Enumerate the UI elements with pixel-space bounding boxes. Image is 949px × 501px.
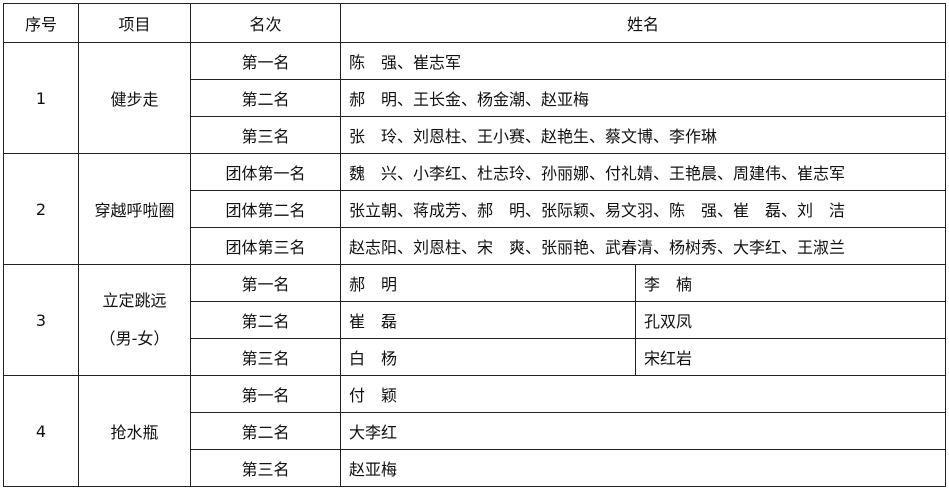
male-name: 白 杨 xyxy=(340,338,636,376)
names: 付 颖 xyxy=(340,375,946,413)
header-names: 姓名 xyxy=(340,3,946,43)
rank: 第二名 xyxy=(190,301,341,339)
event-name: 健步走 xyxy=(78,42,191,154)
event-name: 穿越呼啦圈 xyxy=(78,153,191,265)
male-name: 崔 磊 xyxy=(340,301,636,339)
header-row: 序号 项目 名次 姓名 xyxy=(3,3,946,43)
table-row: 第三名 张 玲、刘恩柱、王小赛、赵艳生、蔡文博、李作琳 xyxy=(4,116,946,154)
rank: 第一名 xyxy=(190,375,341,413)
table-row: 第二名 崔 磊 孔双凤 xyxy=(4,301,946,339)
rank: 第三名 xyxy=(190,116,341,154)
names: 张 玲、刘恩柱、王小赛、赵艳生、蔡文博、李作琳 xyxy=(340,116,946,154)
rank: 团体第二名 xyxy=(190,190,341,228)
event-name-line2: （男-女） xyxy=(99,329,170,348)
table-row: 3 立定跳远 （男-女） 第一名 郝 明 李 楠 xyxy=(3,264,946,376)
names: 张立朝、蒋成芳、郝 明、张际颖、易文羽、陈 强、崔 磊、刘 洁 xyxy=(340,190,946,228)
event-name: 立定跳远 （男-女） xyxy=(78,264,191,376)
table-row: 第三名 白 杨 宋红岩 xyxy=(4,338,946,376)
results-table: 序号 项目 名次 姓名 1 健步走 第一名 陈 强、崔志军 第二名 郝 明、王长… xyxy=(3,3,946,487)
event-no: 1 xyxy=(3,42,79,154)
names: 赵志阳、刘恩柱、宋 爽、张丽艳、武春清、杨树秀、大李红、王淑兰 xyxy=(340,227,946,265)
table-row: 第二名 郝 明、王长金、杨金潮、赵亚梅 xyxy=(4,79,946,117)
table-row: 1 健步走 第一名 陈 强、崔志军 xyxy=(3,42,946,154)
male-name: 郝 明 xyxy=(340,264,636,302)
table-row: 团体第二名 张立朝、蒋成芳、郝 明、张际颖、易文羽、陈 强、崔 磊、刘 洁 xyxy=(4,190,946,228)
rank: 第三名 xyxy=(190,338,341,376)
header-rank: 名次 xyxy=(190,3,341,43)
names: 赵亚梅 xyxy=(340,449,946,487)
female-name: 李 楠 xyxy=(635,264,946,302)
table-row: 2 穿越呼啦圈 团体第一名 魏 兴、小李红、杜志玲、孙丽娜、付礼婧、王艳晨、周建… xyxy=(3,153,946,265)
female-name: 宋红岩 xyxy=(635,338,946,376)
rank: 团体第三名 xyxy=(190,227,341,265)
female-name: 孔双凤 xyxy=(635,301,946,339)
names: 大李红 xyxy=(340,412,946,450)
rank: 第一名 xyxy=(190,264,341,302)
event-no: 3 xyxy=(3,264,79,376)
event-no: 4 xyxy=(3,375,79,487)
table-row: 4 抢水瓶 第一名 付 颖 xyxy=(3,375,946,487)
table-row: 第三名 赵亚梅 xyxy=(4,449,946,487)
rank: 团体第一名 xyxy=(190,153,341,191)
names: 陈 强、崔志军 xyxy=(340,42,946,80)
names: 魏 兴、小李红、杜志玲、孙丽娜、付礼婧、王艳晨、周建伟、崔志军 xyxy=(340,153,946,191)
rank: 第三名 xyxy=(190,449,341,487)
table-row: 第二名 大李红 xyxy=(4,412,946,450)
rank: 第二名 xyxy=(190,412,341,450)
names: 郝 明、王长金、杨金潮、赵亚梅 xyxy=(340,79,946,117)
event-name-line1: 立定跳远 xyxy=(102,291,167,310)
rank: 第一名 xyxy=(190,42,341,80)
rank: 第二名 xyxy=(190,79,341,117)
event-no: 2 xyxy=(3,153,79,265)
header-event: 项目 xyxy=(78,3,191,43)
header-no: 序号 xyxy=(3,3,79,43)
event-name: 抢水瓶 xyxy=(78,375,191,487)
